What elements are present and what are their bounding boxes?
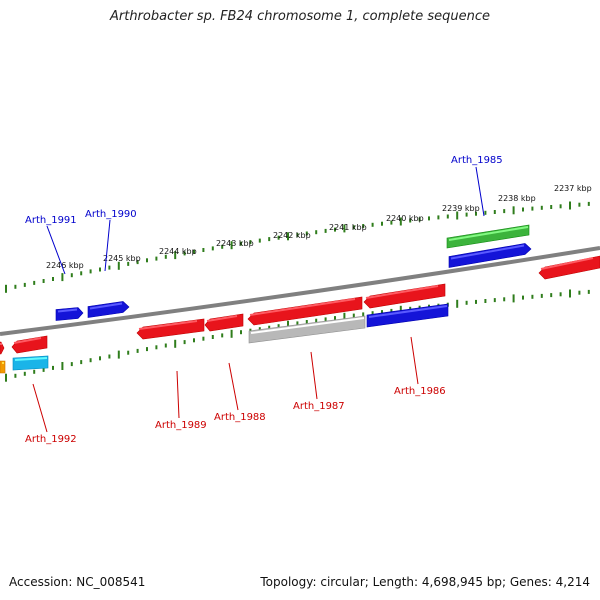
gene-feature-arth-1986-top[interactable] xyxy=(363,283,446,309)
gene-feature-arth-1987[interactable] xyxy=(247,296,363,326)
leader-arth-1992 xyxy=(32,383,48,433)
gene-feature-blue-top-right[interactable] xyxy=(448,243,532,268)
gene-feature-arth-1991[interactable] xyxy=(55,307,84,321)
gene-feature-arth-1985[interactable] xyxy=(446,224,530,249)
accession-text: Accession: NC_008541 xyxy=(9,575,146,589)
gene-feature-arth-1992-red[interactable] xyxy=(11,335,48,354)
leader-arth-1990 xyxy=(104,219,111,272)
gene-feature-arth-1992[interactable] xyxy=(12,355,49,371)
leader-arth-1991 xyxy=(46,225,66,275)
leader-arth-1987 xyxy=(310,351,318,400)
gene-label-arth-1987[interactable]: Arth_1987 xyxy=(293,401,345,412)
gene-label-arth-1985[interactable]: Arth_1985 xyxy=(451,155,503,166)
gene-feature-red-left-edge[interactable] xyxy=(0,341,5,355)
gene-label-arth-1992[interactable]: Arth_1992 xyxy=(25,434,77,445)
gene-label-arth-1989[interactable]: Arth_1989 xyxy=(155,420,207,431)
leader-arth-1985 xyxy=(475,166,485,217)
kbp-label-2240: 2240 kbp xyxy=(386,214,424,223)
kbp-label-2237: 2237 kbp xyxy=(554,184,592,193)
gene-feature-orange[interactable] xyxy=(0,360,6,374)
kbp-label-2241: 2241 kbp xyxy=(329,223,367,232)
kbp-label-2243: 2243 kbp xyxy=(216,239,254,248)
kbp-label-2244: 2244 kbp xyxy=(159,247,197,256)
leader-arth-1989 xyxy=(176,370,180,419)
kbp-label-2239: 2239 kbp xyxy=(442,204,480,213)
gene-feature-arth-1988[interactable] xyxy=(204,313,244,332)
map-title: Arthrobacter sp. FB24 chromosome 1, comp… xyxy=(109,9,491,24)
gene-feature-red-far-right[interactable] xyxy=(538,255,600,280)
leader-arth-1986 xyxy=(410,336,419,385)
kbp-label-2242: 2242 kbp xyxy=(273,231,311,240)
gene-feature-arth-1989[interactable] xyxy=(136,318,205,340)
gene-feature-arth-1986[interactable] xyxy=(366,303,449,328)
kbp-label-2238: 2238 kbp xyxy=(498,194,536,203)
gene-label-arth-1990[interactable]: Arth_1990 xyxy=(85,209,137,220)
kbp-label-2246: 2246 kbp xyxy=(46,261,84,270)
leader-arth-1988 xyxy=(228,362,239,411)
genome-summary-text: Topology: circular; Length: 4,698,945 bp… xyxy=(260,575,590,589)
gene-feature-arth-1990[interactable] xyxy=(87,301,130,318)
gene-feature-gray[interactable] xyxy=(248,315,366,344)
gene-label-arth-1988[interactable]: Arth_1988 xyxy=(214,412,266,423)
gene-label-arth-1986[interactable]: Arth_1986 xyxy=(394,386,446,397)
kbp-label-2245: 2245 kbp xyxy=(103,254,141,263)
chromosome-backbone xyxy=(0,246,600,336)
tick-marks xyxy=(5,201,590,382)
gene-features xyxy=(0,224,600,374)
gene-label-arth-1991[interactable]: Arth_1991 xyxy=(25,215,77,226)
